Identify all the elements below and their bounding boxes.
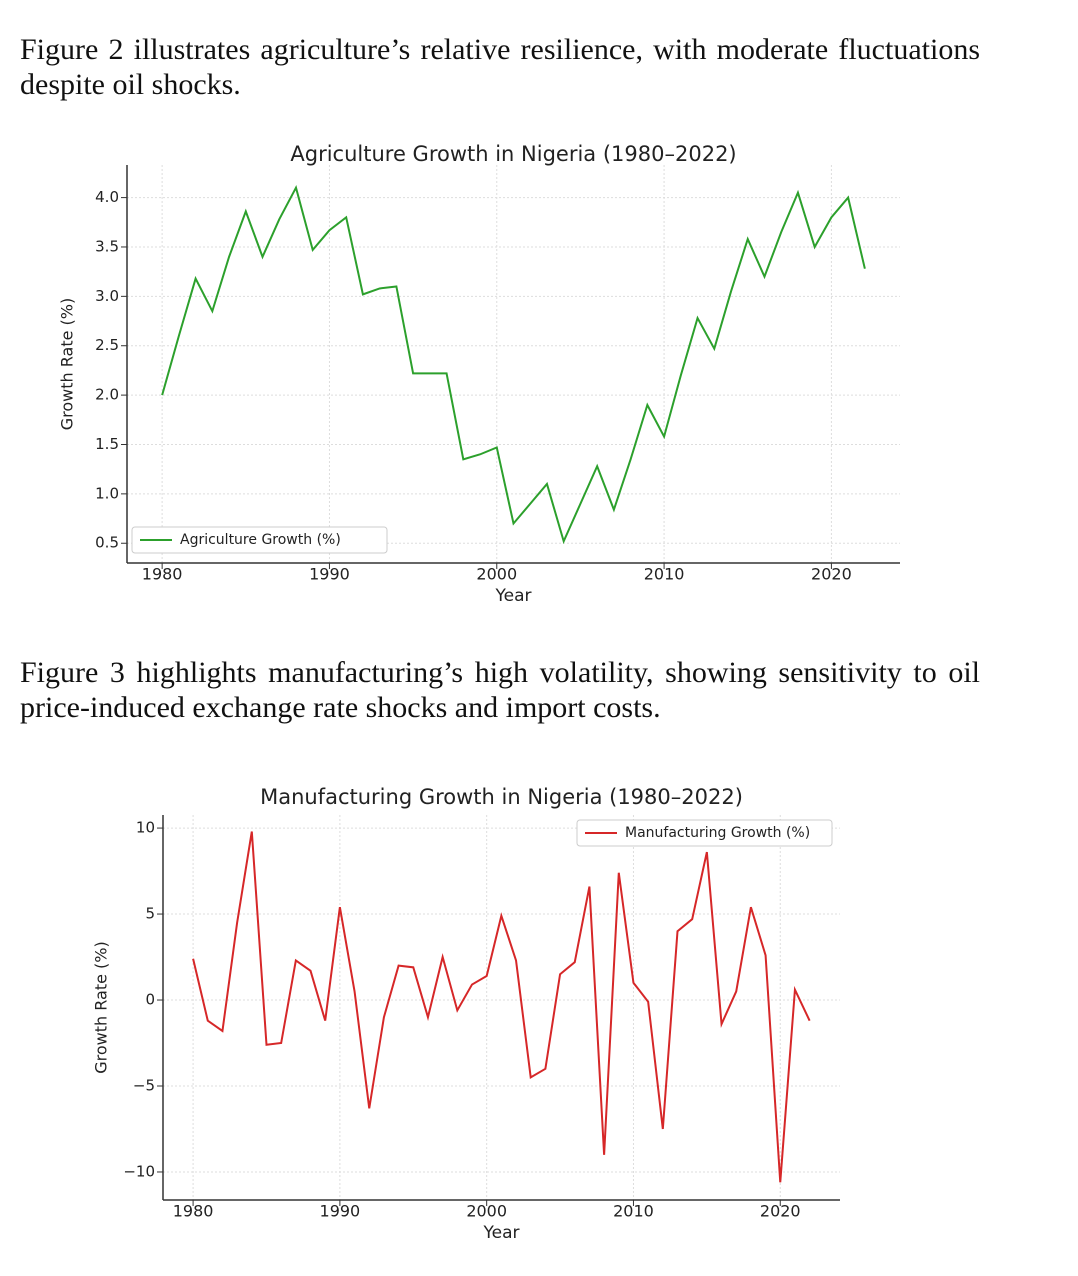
y-tick-label: 1.5 [95, 435, 119, 453]
y-tick-label: 1.0 [95, 484, 119, 502]
y-tick-label: −5 [133, 1076, 155, 1094]
legend-label: Manufacturing Growth (%) [625, 825, 810, 841]
legend-box [576, 819, 833, 847]
y-tick-label: 3.5 [95, 237, 119, 255]
legend-label: Agriculture Growth (%) [180, 532, 341, 548]
x-axis-label: Year [483, 1223, 520, 1243]
y-tick-label: 0 [145, 991, 155, 1009]
x-tick-label: 2010 [613, 1202, 654, 1221]
chart-title: Manufacturing Growth in Nigeria (1980–20… [260, 785, 743, 809]
x-tick-label: 2000 [466, 1202, 507, 1221]
paragraph: Figure 2 illustrates agriculture’s relat… [20, 33, 980, 101]
x-tick-label: 1980 [142, 565, 183, 584]
x-tick-label: 2020 [760, 1202, 801, 1221]
x-tick-label: 2010 [644, 565, 685, 584]
y-tick-label: 5 [145, 905, 155, 923]
x-tick-label: 1990 [309, 565, 350, 584]
x-tick-label: 2020 [811, 565, 852, 584]
legend-box [131, 526, 388, 554]
y-tick-label: 10 [136, 819, 155, 837]
y-tick-label: 2.5 [95, 336, 119, 354]
data-line [161, 185, 866, 545]
data-line [192, 831, 811, 1183]
chart-title: Agriculture Growth in Nigeria (1980–2022… [290, 142, 736, 166]
x-tick-label: 1980 [173, 1202, 214, 1221]
x-axis-label: Year [495, 586, 532, 606]
x-tick-label: 1990 [320, 1202, 361, 1221]
y-axis-label: Growth Rate (%) [58, 298, 77, 430]
y-tick-label: 3.0 [95, 287, 119, 305]
y-tick-label: 4.0 [95, 188, 119, 206]
y-tick-label: 2.0 [95, 386, 119, 404]
y-axis-label: Growth Rate (%) [92, 941, 111, 1073]
y-tick-label: 0.5 [95, 534, 119, 552]
paragraph: Figure 3 highlights manufacturing’s high… [20, 656, 980, 724]
y-tick-label: −10 [123, 1162, 155, 1180]
x-tick-label: 2000 [476, 565, 517, 584]
